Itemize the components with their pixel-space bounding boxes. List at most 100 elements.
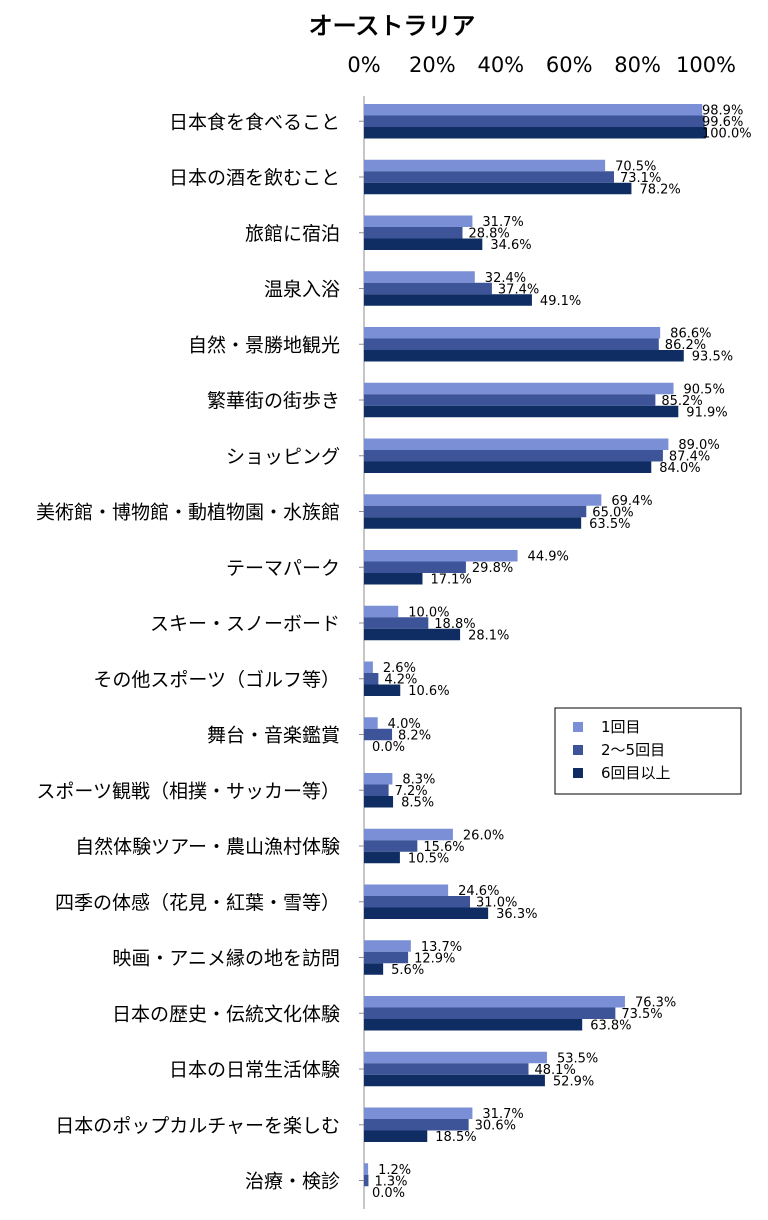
category-label: 自然体験ツアー・農山漁村体験: [75, 836, 340, 858]
bar: [364, 1019, 583, 1031]
category-label: 映画・アニメ縁の地を訪問: [112, 948, 340, 970]
data-label: 1.2%: [378, 1163, 411, 1178]
bar: [364, 963, 384, 975]
category-label: ショッピング: [226, 446, 340, 468]
bar: [364, 338, 659, 350]
bar: [364, 294, 532, 306]
data-label: 17.1%: [430, 573, 471, 588]
bar: [364, 717, 378, 729]
data-label: 18.5%: [435, 1130, 476, 1145]
data-label: 87.4%: [669, 450, 710, 465]
category-label: 治療・検診: [245, 1171, 340, 1193]
category-label: 旅館に宿泊: [245, 223, 340, 245]
data-label: 69.4%: [611, 494, 652, 509]
data-label: 78.2%: [639, 182, 680, 197]
data-label: 93.5%: [692, 350, 733, 365]
data-label: 24.6%: [458, 884, 499, 899]
data-label: 86.2%: [665, 338, 706, 353]
data-label: 34.6%: [490, 238, 531, 253]
bar: [364, 896, 471, 908]
bar: [364, 1063, 529, 1075]
data-label: 91.9%: [686, 405, 727, 420]
bar: [364, 684, 401, 696]
bar: [364, 940, 411, 952]
bar: [364, 1051, 547, 1064]
data-label: 31.0%: [476, 896, 517, 911]
data-label: 10.5%: [408, 851, 449, 866]
x-tick-label: 100%: [676, 53, 736, 77]
data-label: 4.0%: [388, 717, 421, 732]
bar: [364, 282, 492, 295]
bar: [364, 573, 423, 585]
data-label: 29.8%: [472, 561, 513, 576]
bar: [364, 494, 602, 506]
bar: [364, 517, 582, 529]
data-label: 100.0%: [702, 127, 752, 142]
data-label: 85.2%: [661, 394, 702, 409]
bar: [364, 550, 518, 562]
data-label: 70.5%: [615, 159, 656, 174]
bar: [364, 673, 379, 685]
bar: [364, 171, 615, 183]
bar: [364, 327, 661, 339]
data-label: 73.1%: [620, 171, 661, 186]
legend: 1回目 2～5回目 6回目以上: [554, 707, 742, 795]
data-label: 31.7%: [482, 1107, 523, 1122]
bar: [364, 1107, 473, 1119]
data-label: 73.5%: [621, 1007, 662, 1022]
data-label: 4.2%: [384, 673, 417, 688]
bar: [364, 628, 461, 641]
bar: [364, 1174, 369, 1187]
data-label: 0.0%: [372, 740, 405, 755]
data-label: 8.2%: [398, 728, 431, 743]
legend-box: [554, 707, 742, 795]
bar: [364, 104, 703, 116]
data-label: 84.0%: [659, 461, 700, 476]
category-label: 温泉入浴: [264, 279, 340, 301]
data-label: 5.6%: [391, 963, 424, 978]
category-label: 四季の体感（花見・紅葉・雪等）: [55, 892, 340, 914]
data-label: 18.8%: [434, 617, 475, 632]
category-labels: 日本食を食べること日本の酒を飲むこと旅館に宿泊温泉入浴自然・景勝地観光繁華街の街…: [36, 111, 364, 1193]
bar: [364, 115, 705, 127]
category-label: 日本食を食べること: [169, 111, 340, 133]
category-label: 自然・景勝地観光: [188, 334, 340, 356]
bar: [364, 438, 669, 450]
bar: [364, 661, 373, 673]
data-label: 37.4%: [498, 282, 539, 297]
bar: [364, 996, 625, 1008]
bar: [364, 1130, 428, 1142]
bar: [364, 828, 453, 841]
data-label: 52.9%: [553, 1074, 594, 1089]
chart-title: オーストラリア: [309, 12, 476, 40]
category-label: 日本のポップカルチャーを楽しむ: [55, 1115, 340, 1137]
data-label: 7.2%: [395, 784, 428, 799]
x-axis-ticks: 0% 20% 40% 60% 80% 100%: [347, 53, 736, 77]
bar: [364, 405, 679, 418]
legend-label: 1回目: [601, 718, 641, 736]
data-label: 89.0%: [678, 438, 719, 453]
x-tick-label: 20%: [409, 53, 456, 77]
bar: [364, 951, 409, 964]
data-label: 8.5%: [401, 796, 434, 811]
bar: [364, 394, 656, 406]
bar: [364, 840, 418, 852]
bar: [364, 1163, 369, 1175]
category-label: 繁華街の街歩き: [207, 390, 340, 412]
x-tick-label: 80%: [614, 53, 661, 77]
category-label: スキー・スノーボード: [150, 613, 340, 635]
data-label: 13.7%: [421, 940, 462, 955]
data-label: 32.4%: [485, 271, 526, 286]
data-label: 36.3%: [496, 907, 537, 922]
x-tick-label: 40%: [477, 53, 524, 77]
bar: [364, 238, 483, 250]
bar: [364, 728, 393, 741]
data-label: 76.3%: [635, 996, 676, 1011]
data-label: 98.9%: [702, 104, 743, 119]
bar: [364, 461, 652, 473]
data-label: 48.1%: [535, 1063, 576, 1078]
data-label: 15.6%: [423, 840, 464, 855]
category-label: スポーツ観戦（相撲・サッカー等）: [36, 780, 340, 802]
bar: [364, 1074, 545, 1087]
